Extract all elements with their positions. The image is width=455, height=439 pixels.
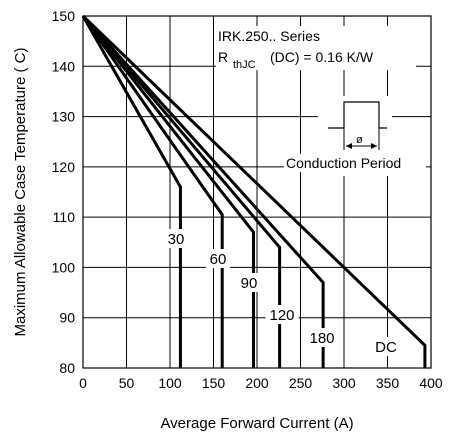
y-tick-label-90: 90 — [59, 310, 75, 326]
curve-60 — [81, 15, 224, 368]
annotation-background — [216, 26, 416, 70]
arrow-right-head — [371, 143, 377, 149]
curve-label-bg-90 — [237, 273, 261, 292]
x-tick-label-150: 150 — [202, 375, 226, 391]
curve-label-30: 30 — [168, 231, 185, 248]
curve-label-120: 120 — [269, 307, 294, 324]
x-tick-label-400: 400 — [419, 375, 443, 391]
y-tick-label-120: 120 — [52, 159, 76, 175]
phi-symbol: ø — [356, 134, 363, 146]
x-tick-label-250: 250 — [289, 375, 313, 391]
x-axis-label: Average Forward Current (A) — [160, 415, 353, 432]
curve-30 — [81, 15, 182, 368]
x-tick-label-50: 50 — [119, 375, 135, 391]
pulse-waveform — [328, 101, 387, 129]
curve-dc — [81, 14, 427, 368]
y-tick-label-150: 150 — [52, 8, 76, 24]
curve-label-bg-180 — [305, 328, 339, 347]
plot-frame — [82, 15, 432, 369]
y-tick-label-110: 110 — [53, 209, 76, 225]
curve-label-bg-60 — [206, 249, 230, 268]
y-tick-label-100: 100 — [52, 259, 76, 275]
curve-label-bg-30 — [164, 229, 188, 248]
curve-label-90: 90 — [241, 275, 258, 292]
annotation: IRK.250.. Series R thJC (DC) = 0.16 K/W — [216, 26, 416, 71]
rth-prefix: R — [218, 49, 228, 65]
curve-label-60: 60 — [210, 251, 227, 268]
curve-labels: 30 60 90 120 180 DC — [164, 229, 398, 356]
curves — [81, 14, 427, 368]
x-tick-label-0: 0 — [79, 375, 87, 391]
x-tick-label-100: 100 — [158, 375, 182, 391]
conduction-period-label: Conduction Period — [286, 155, 401, 171]
curve-label-bg-120 — [265, 305, 299, 324]
y-tick-label-80: 80 — [59, 360, 75, 376]
curve-label-bg-dc — [374, 337, 398, 356]
tick-labels: 0 50 100 150 200 250 300 350 400 80 90 100 110 120 130… — [52, 8, 443, 391]
curve-120 — [81, 15, 282, 368]
rth-subscript: thJC — [233, 59, 256, 71]
series-title: IRK.250.. Series — [218, 28, 320, 44]
curve-90 — [81, 15, 256, 368]
arrow-left-head — [346, 143, 352, 149]
conduction-label-background — [284, 154, 426, 172]
x-tick-label-350: 350 — [376, 375, 400, 391]
curve-label-180: 180 — [309, 330, 334, 347]
y-axis-label: Maximum Allowable Case Temperature ( C) — [12, 48, 29, 337]
x-tick-label-200: 200 — [245, 375, 269, 391]
x-tick-label-300: 300 — [332, 375, 356, 391]
curve-label-dc: DC — [375, 339, 397, 356]
y-tick-label-130: 130 — [52, 109, 76, 125]
rth-value: (DC) = 0.16 K/W — [270, 49, 374, 65]
y-tick-label-140: 140 — [52, 58, 76, 74]
